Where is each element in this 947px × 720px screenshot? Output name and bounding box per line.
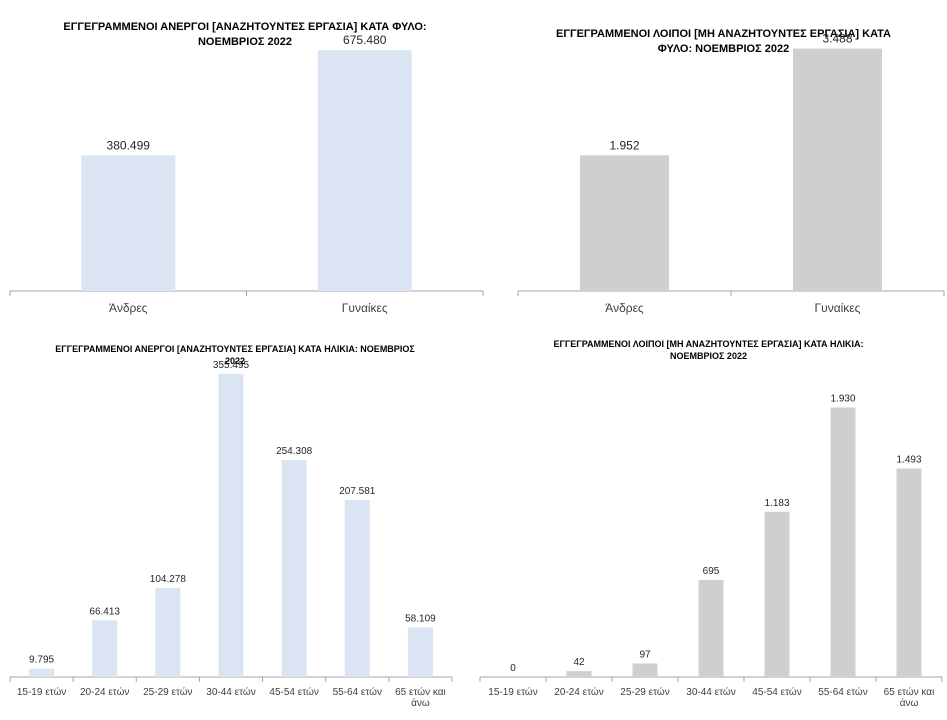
bar xyxy=(92,620,118,677)
data-label: 695 xyxy=(703,566,720,577)
chart-plot: 1.952 Άνδρες 3.488 Γυναίκες xyxy=(517,32,945,315)
x-tick-label: 20-24 ετών xyxy=(80,686,129,698)
data-label: 0 xyxy=(510,663,516,674)
data-label: 3.488 xyxy=(822,32,852,46)
bar xyxy=(698,579,724,677)
data-label: 9.795 xyxy=(29,655,54,666)
chart-plot: 0 15-19 ετών 42 20-24 ετών 97 25-29 ετών 695 30… xyxy=(479,393,943,709)
data-label: 1.952 xyxy=(609,138,639,152)
data-label: 58.109 xyxy=(405,613,436,624)
data-label: 254.308 xyxy=(276,446,313,457)
bar xyxy=(281,460,307,677)
chart-plot: 380.499 Άνδρες 675.480 Γυναίκες xyxy=(9,33,484,315)
bar xyxy=(764,511,790,677)
x-tick-label: 30-44 ετών xyxy=(206,686,255,698)
chart-plot: 9.795 15-19 ετών 66.413 20-24 ετών 104.278 25… xyxy=(9,360,453,709)
chart-title: ΕΓΓΕΓΡΑΜΜΕΝΟΙ ΑΝΕΡΓΟΙ [ΑΝΑΖΗΤΟΥΝΤΕΣ ΕΡΓΑ… xyxy=(55,344,415,367)
chart-other-registered-by-age: ΕΓΓΕΓΡΑΜΜΕΝΟΙ ΛΟΙΠΟΙ [ΜΗ ΑΝΑΖΗΤΟΥΝΤΕΣ ΕΡ… xyxy=(470,333,947,720)
x-tick-label: Γυναίκες xyxy=(342,301,388,315)
x-tick-label: 15-19 ετών xyxy=(17,686,66,698)
x-tick-label: Άνδρες xyxy=(605,301,644,315)
x-tick-label: 45-54 ετών xyxy=(269,686,318,698)
chart-unemployed-by-age: ΕΓΓΕΓΡΑΜΜΕΝΟΙ ΑΝΕΡΓΟΙ [ΑΝΑΖΗΤΟΥΝΤΕΣ ΕΡΓΑ… xyxy=(0,333,470,720)
x-tick-label: 25-29 ετών xyxy=(143,686,192,698)
bar xyxy=(580,155,669,291)
data-label: 1.930 xyxy=(830,393,855,404)
x-tick-label: 15-19 ετών xyxy=(488,686,537,698)
x-tick-label: 20-24 ετών xyxy=(554,686,603,698)
data-label: 1.493 xyxy=(896,454,921,465)
chart-other-registered-by-gender: ΕΓΓΕΓΡΑΜΜΕΝΟΙ ΛΟΙΠΟΙ [ΜΗ ΑΝΑΖΗΤΟΥΝΤΕΣ ΕΡ… xyxy=(500,0,947,330)
x-tick-label: 25-29 ετών xyxy=(620,686,669,698)
chart-title: ΕΓΓΕΓΡΑΜΜΕΝΟΙ ΛΟΙΠΟΙ [ΜΗ ΑΝΑΖΗΤΟΥΝΤΕΣ ΕΡ… xyxy=(556,28,891,55)
data-label: 104.278 xyxy=(150,574,187,585)
bar xyxy=(29,668,55,677)
x-tick-label: 55-64 ετών xyxy=(818,686,867,698)
data-label: 380.499 xyxy=(107,138,151,152)
bar xyxy=(317,50,412,291)
data-label: 66.413 xyxy=(89,606,120,617)
chart-unemployed-by-gender: ΕΓΓΕΓΡΑΜΜΕΝΟΙ ΑΝΕΡΓΟΙ [ΑΝΑΖΗΤΟΥΝΤΕΣ ΕΡΓΑ… xyxy=(0,0,490,330)
x-tick-label: 45-54 ετών xyxy=(752,686,801,698)
data-label: 355.495 xyxy=(213,360,250,371)
bar xyxy=(155,588,181,677)
x-tick-label: 65 ετών και άνω xyxy=(395,686,446,709)
bar xyxy=(830,407,856,677)
x-tick-label: 30-44 ετών xyxy=(686,686,735,698)
data-label: 207.581 xyxy=(339,486,376,497)
bar xyxy=(407,627,433,677)
chart-title: ΕΓΓΕΓΡΑΜΜΕΝΟΙ ΑΝΕΡΓΟΙ [ΑΝΑΖΗΤΟΥΝΤΕΣ ΕΡΓΑ… xyxy=(63,21,427,48)
bar xyxy=(344,500,370,677)
x-tick-label: Γυναίκες xyxy=(815,301,861,315)
bar xyxy=(81,155,176,291)
data-label: 97 xyxy=(639,649,651,660)
data-label: 675.480 xyxy=(343,33,387,47)
bar xyxy=(896,468,922,677)
x-tick-label: Άνδρες xyxy=(109,301,148,315)
data-label: 42 xyxy=(573,657,585,668)
bar xyxy=(793,48,882,291)
x-tick-label: 65 ετών και άνω xyxy=(884,686,935,709)
data-label: 1.183 xyxy=(764,498,789,509)
bar xyxy=(566,671,592,677)
chart-title: ΕΓΓΕΓΡΑΜΜΕΝΟΙ ΛΟΙΠΟΙ [ΜΗ ΑΝΑΖΗΤΟΥΝΤΕΣ ΕΡ… xyxy=(553,339,864,362)
bar xyxy=(632,663,658,677)
bar xyxy=(218,373,244,677)
x-tick-label: 55-64 ετών xyxy=(333,686,382,698)
